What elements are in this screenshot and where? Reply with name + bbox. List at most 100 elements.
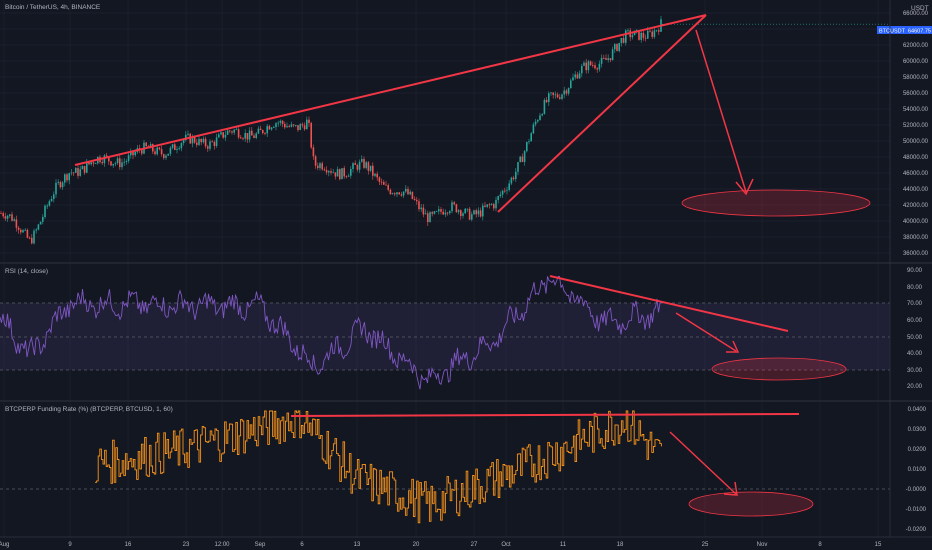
- target-zone-rsi[interactable]: [711, 357, 847, 381]
- candle-body: [576, 74, 579, 79]
- down-arrow-price-shaft[interactable]: [695, 29, 747, 193]
- upper-trendline[interactable]: [74, 14, 707, 166]
- candle-body: [435, 211, 438, 213]
- candle-body: [2, 213, 4, 217]
- candle-body: [609, 58, 612, 60]
- time-tick-label: Aug: [0, 542, 9, 548]
- candle-body: [101, 162, 103, 164]
- candle-body: [202, 138, 205, 143]
- candle-body: [471, 214, 473, 220]
- last-price-badge: BTCUSDT 64607.75: [877, 26, 932, 35]
- candle-body: [578, 73, 581, 79]
- candle-body: [13, 219, 15, 221]
- funding-resistance-line[interactable]: [290, 413, 800, 417]
- candle-body: [185, 134, 187, 141]
- candle-body: [565, 90, 568, 94]
- down-arrow-price-head[interactable]: [735, 178, 754, 196]
- rsi-line[interactable]: [0, 275, 662, 390]
- candle-body: [416, 199, 418, 202]
- candle-body: [499, 194, 502, 197]
- candle-body: [431, 212, 433, 214]
- candle-body: [321, 163, 323, 170]
- candle-body: [103, 155, 106, 164]
- price-candles[interactable]: [0, 16, 890, 245]
- candle-body: [383, 182, 385, 185]
- candle-body: [343, 168, 345, 177]
- candle-body: [72, 172, 75, 174]
- candle-body: [244, 133, 246, 139]
- time-tick-label: 15: [875, 542, 882, 548]
- candle-body: [372, 165, 374, 176]
- candle-body: [218, 134, 220, 138]
- candle-body: [453, 202, 455, 205]
- funding-title: BTCPERP Funding Rate (%) (BTCPERP, BTCUS…: [5, 406, 173, 413]
- candle-body: [83, 166, 86, 173]
- candle-body: [286, 126, 288, 128]
- candle-body: [537, 120, 539, 122]
- price-tick-label: 40000.00: [903, 219, 929, 225]
- candle-body: [312, 147, 315, 157]
- candle-body: [398, 192, 400, 195]
- candle-body: [28, 237, 31, 239]
- candle-body: [6, 215, 9, 219]
- time-tick-label: Nov: [757, 542, 768, 548]
- rsi-tick-label: 70.00: [907, 301, 923, 307]
- lower-trendline[interactable]: [497, 14, 707, 213]
- candle-body: [229, 130, 231, 132]
- candle-body: [462, 213, 464, 216]
- price-tick-label: 54000.00: [903, 107, 929, 113]
- candle-body: [482, 205, 484, 217]
- candle-body: [310, 123, 312, 148]
- down-arrow-rsi-shaft[interactable]: [675, 312, 737, 352]
- candle-body: [543, 99, 546, 114]
- candle-body: [163, 154, 165, 158]
- down-arrow-funding-shaft[interactable]: [669, 431, 737, 495]
- candle-body: [407, 188, 409, 195]
- candle-body: [277, 122, 279, 124]
- candle-body: [46, 205, 48, 207]
- candle-body: [116, 158, 119, 164]
- candle-body: [521, 156, 524, 162]
- candle-body: [297, 125, 299, 131]
- candle-body: [35, 229, 37, 231]
- candle-body: [119, 158, 121, 168]
- target-zone-price[interactable]: [681, 189, 871, 217]
- rsi-title: RSI (14, close): [5, 268, 48, 275]
- rsi-band: [0, 303, 890, 370]
- candle-body: [433, 211, 436, 214]
- candle-body: [328, 171, 330, 173]
- price-tick-label: 52000.00: [903, 123, 929, 129]
- candle-body: [490, 204, 493, 205]
- candle-body: [402, 191, 405, 196]
- time-tick-label: 16: [125, 542, 132, 548]
- target-zone-funding[interactable]: [688, 491, 814, 517]
- candle-body: [42, 217, 44, 222]
- candle-body: [70, 172, 73, 174]
- candle-body: [598, 63, 601, 70]
- funding-axis: 0.0400 0.0300 0.0200 0.0100 -0.0000 -0.0100 -0…: [906, 407, 927, 533]
- candle-body: [607, 58, 609, 60]
- candle-body: [105, 155, 108, 157]
- drawings[interactable]: [74, 14, 871, 517]
- candle-body: [655, 30, 658, 32]
- down-arrow-funding-head[interactable]: [723, 481, 738, 496]
- candle-body: [484, 205, 486, 207]
- candle-body: [323, 169, 326, 171]
- candle-body: [94, 163, 97, 165]
- candle-body: [585, 62, 587, 71]
- candle-body: [226, 130, 229, 135]
- funding-tick-label: -0.0100: [906, 507, 927, 513]
- candle-body: [141, 150, 143, 154]
- rsi-divergence-line[interactable]: [549, 275, 789, 332]
- funding-rate-line[interactable]: [95, 410, 662, 524]
- candle-body: [413, 198, 416, 200]
- funding-tick-label: -0.0000: [906, 487, 927, 493]
- down-arrow-rsi-head[interactable]: [726, 340, 740, 353]
- candle-body: [273, 127, 275, 128]
- candle-body: [90, 162, 92, 165]
- candle-body: [292, 124, 295, 126]
- candle-body: [64, 174, 66, 183]
- candle-body: [345, 176, 348, 178]
- rsi-tick-label: 90.00: [907, 268, 923, 274]
